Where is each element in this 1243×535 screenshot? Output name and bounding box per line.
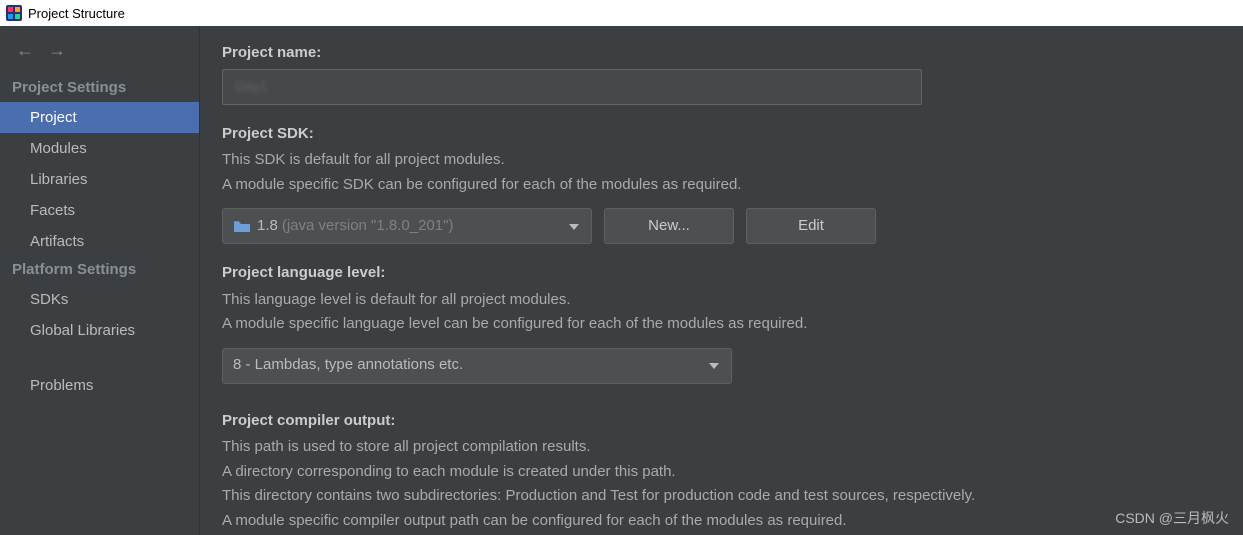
- sidebar-item-global-libraries[interactable]: Global Libraries: [0, 315, 199, 346]
- compiler-output-line-1: This path is used to store all project c…: [222, 436, 1221, 459]
- sidebar-item-libraries[interactable]: Libraries: [0, 164, 199, 195]
- window-title: Project Structure: [28, 6, 125, 21]
- project-sdk-desc-2: A module specific SDK can be configured …: [222, 174, 1221, 197]
- sidebar-item-problems[interactable]: Problems: [0, 370, 199, 401]
- window-titlebar: Project Structure: [0, 0, 1243, 26]
- sidebar-section-project-settings: Project Settings: [0, 75, 199, 102]
- language-level-label: Project language level:: [222, 262, 1221, 285]
- language-level-desc-2: A module specific language level can be …: [222, 313, 1221, 336]
- project-sdk-desc-1: This SDK is default for all project modu…: [222, 149, 1221, 172]
- sdk-edit-button[interactable]: Edit: [746, 208, 876, 244]
- language-level-desc-1: This language level is default for all p…: [222, 289, 1221, 312]
- project-name-input[interactable]: Day1: [222, 69, 922, 105]
- compiler-output-label: Project compiler output:: [222, 410, 1221, 433]
- language-level-dropdown[interactable]: 8 - Lambdas, type annotations etc.: [222, 348, 732, 384]
- project-name-value: Day1: [235, 76, 268, 97]
- chevron-down-icon: [569, 215, 579, 238]
- chevron-down-icon: [709, 354, 719, 377]
- compiler-output-line-3: This directory contains two subdirectori…: [222, 485, 1221, 508]
- nav-back-icon[interactable]: ←: [16, 40, 34, 61]
- main-panel: Project name: Day1 Project SDK: This SDK…: [200, 26, 1243, 535]
- project-sdk-label: Project SDK:: [222, 123, 1221, 146]
- language-level-value: 8 - Lambdas, type annotations etc.: [233, 354, 463, 377]
- watermark: CSDN @三月枫火: [1115, 508, 1229, 529]
- compiler-output-line-2: A directory corresponding to each module…: [222, 461, 1221, 484]
- sdk-new-button[interactable]: New...: [604, 208, 734, 244]
- project-sdk-dropdown[interactable]: 1.8 (java version "1.8.0_201"): [222, 208, 592, 244]
- folder-icon: [233, 219, 251, 233]
- project-sdk-name: 1.8: [257, 215, 278, 238]
- app-icon: [6, 5, 22, 21]
- project-sdk-detail: (java version "1.8.0_201"): [282, 215, 454, 238]
- nav-forward-icon[interactable]: →: [48, 40, 66, 61]
- sidebar-item-sdks[interactable]: SDKs: [0, 284, 199, 315]
- sidebar-section-platform-settings: Platform Settings: [0, 257, 199, 284]
- sidebar-item-project[interactable]: Project: [0, 102, 199, 133]
- project-name-label: Project name:: [222, 42, 1221, 65]
- sidebar-item-facets[interactable]: Facets: [0, 195, 199, 226]
- compiler-output-line-4: A module specific compiler output path c…: [222, 510, 1221, 533]
- sidebar-item-modules[interactable]: Modules: [0, 133, 199, 164]
- sidebar-item-artifacts[interactable]: Artifacts: [0, 226, 199, 257]
- sidebar: ← → Project Settings Project Modules Lib…: [0, 26, 200, 535]
